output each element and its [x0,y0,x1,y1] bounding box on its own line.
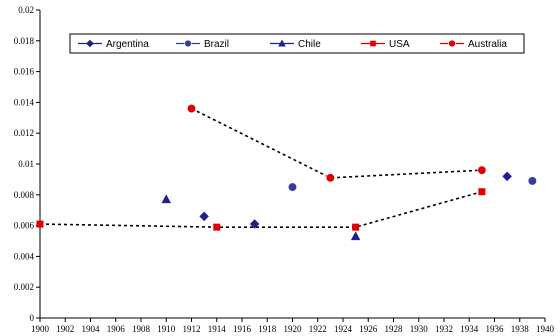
y-tick-label: 0.016 [14,67,35,77]
australia-point [186,104,197,114]
usa-point [213,223,221,231]
x-tick-label: 1928 [385,324,404,334]
legend-box [69,33,525,54]
x-tick-label: 1918 [258,324,277,334]
argentina-point [502,171,512,182]
legend-item-brazil: Brazil [176,39,229,50]
legend-marker-brazil [184,39,192,48]
legend-marker-usa [370,40,376,47]
x-tick-label: 1926 [359,324,378,334]
argentina-point [199,211,209,222]
x-tick-label: 1938 [511,324,530,334]
usa-point [478,188,486,196]
legend-marker-australia [448,39,456,48]
x-tick-label: 1904 [82,324,101,334]
x-tick-label: 1940 [536,324,555,334]
australia-series-line [191,107,482,179]
y-tick-label: 0.008 [14,190,35,200]
legend-label: Chile [298,39,321,50]
usa-point [36,220,44,228]
australia-point [477,165,487,175]
series-lines [39,107,483,228]
argentina-point [249,219,260,229]
x-tick-label: 1908 [132,324,151,334]
brazil-point [527,176,537,186]
x-tick-label: 1934 [460,324,479,334]
legend-label: Australia [468,39,507,50]
x-tick-label: 1916 [233,324,252,334]
axes: 0 0.002 0.004 0.006 0.008 0.01 0.012 0.014 0.016… [14,5,555,334]
chile-point [161,194,171,204]
x-tick-label: 1902 [56,324,74,334]
x-tick-label: 1930 [410,324,429,334]
x-tick-label: 1900 [31,324,50,334]
brazil-point [287,182,298,192]
y-tick-label: 0.02 [18,5,34,15]
x-tick-label: 1914 [208,324,227,334]
legend-item-usa: USA [361,39,410,50]
legend-label: USA [389,39,410,50]
legend-marker-chile [278,39,286,47]
legend-label: Argentina [106,39,149,50]
legend-item-chile: Chile [270,39,321,50]
legend-item-australia: Australia [440,39,507,50]
x-tick-label: 1910 [157,324,176,334]
x-tick-label: 1932 [435,324,453,334]
x-tick-label: 1936 [486,324,505,334]
y-tick-label: 0.012 [14,128,34,138]
usa-series-line [39,190,483,228]
legend-item-argentina: Argentina [78,39,149,50]
x-tick-label: 1922 [309,324,327,334]
series-markers [36,104,537,241]
x-tick-label: 1920 [284,324,303,334]
usa-point [352,223,360,231]
australia-point [325,173,335,183]
y-tick-label: 0.002 [14,282,34,292]
y-tick-label: 0.004 [14,251,35,261]
y-tick-label: 0 [30,313,35,323]
y-tick-label: 0.014 [14,97,35,107]
legend-marker-argentina [86,39,94,48]
x-tick-label: 1906 [107,324,126,334]
y-tick-label: 0.006 [14,221,35,231]
y-tick-label: 0.018 [14,36,35,46]
x-tick-label: 1924 [334,324,353,334]
legend-label: Brazil [204,39,229,50]
legend: Argentina Brazil Chile USA Australia [69,33,525,54]
chile-point [350,231,361,241]
x-tick-label: 1912 [183,324,201,334]
y-tick-label: 0.01 [18,159,34,169]
